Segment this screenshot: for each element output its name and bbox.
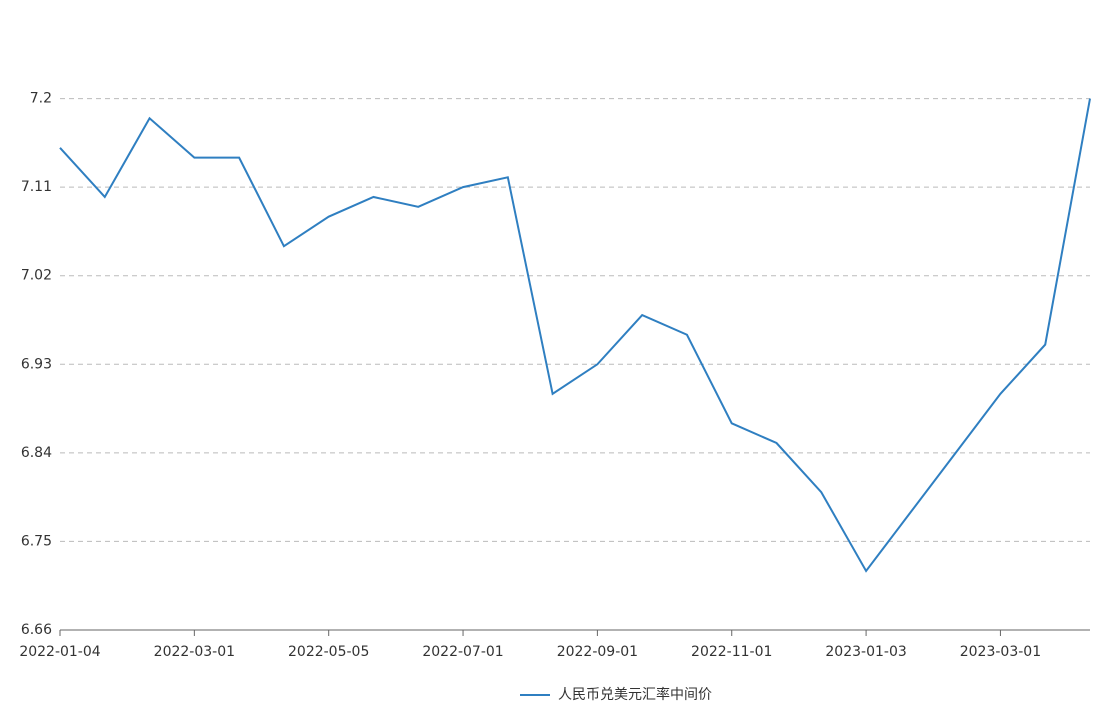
y-tick-label: 7.11 xyxy=(21,179,52,195)
y-tick-label: 6.75 xyxy=(21,533,52,549)
x-tick-label: 2023-01-03 xyxy=(825,644,906,660)
x-tick-label: 2022-03-01 xyxy=(154,644,235,660)
y-tick-label: 6.66 xyxy=(21,622,52,638)
x-tick-label: 2022-11-01 xyxy=(691,644,772,660)
x-tick-label: 2022-01-04 xyxy=(19,644,100,660)
x-tick-label: 2022-07-01 xyxy=(422,644,503,660)
x-tick-label: 2022-05-05 xyxy=(288,644,369,660)
line xyxy=(59,98,1091,573)
x-tick-label: 2023-03-01 xyxy=(960,644,1041,660)
y-tick-label: 6.93 xyxy=(21,356,52,372)
x-tick-label: 2022-09-01 xyxy=(557,644,638,660)
y-tick-label: 7.2 xyxy=(30,91,52,107)
y-tick-label: 6.84 xyxy=(21,445,52,461)
y-tick-label: 7.02 xyxy=(21,268,52,284)
legend-label: 人民币兑美元汇率中间价 xyxy=(558,686,712,703)
